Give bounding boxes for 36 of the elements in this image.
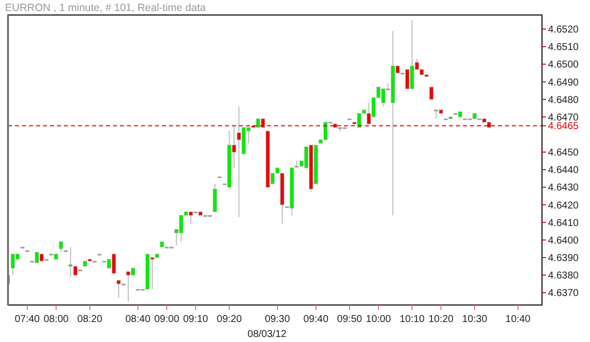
x-tick-label: 08:20 <box>77 314 103 325</box>
x-tick-label: 10:00 <box>366 314 392 325</box>
y-tick-label: 4.6470 <box>548 112 580 124</box>
y-tick-label: 4.6420 <box>548 200 580 212</box>
y-tick-label: 4.6450 <box>548 148 580 159</box>
x-tick-label: 09:30 <box>264 314 290 325</box>
y-tick-label: 4.6490 <box>548 77 580 88</box>
x-tick-label: 10:10 <box>400 314 426 325</box>
x-tick-label: 09:20 <box>216 314 242 325</box>
x-tick-label: 08:00 <box>44 314 70 325</box>
y-tick-label: 4.6500 <box>548 60 580 71</box>
x-axis-title: 08/03/12 <box>248 329 287 340</box>
y-tick-label: 4.6430 <box>548 182 580 194</box>
chart-title: EURRON , 1 minute, # 101, Real-time data <box>5 2 206 14</box>
candlestick <box>212 183 217 212</box>
y-tick-label: 4.6380 <box>548 270 580 282</box>
x-tick-label: 09:10 <box>183 314 209 325</box>
y-tick-label: 4.6410 <box>548 218 580 229</box>
y-tick-label: 4.6400 <box>548 235 580 246</box>
x-tick-label: 10:40 <box>505 314 531 325</box>
y-tick-label: 4.6370 <box>548 288 580 300</box>
ref-line-label: 4.6465 <box>548 121 580 132</box>
x-tick-label: 10:20 <box>428 314 454 325</box>
y-tick-label: 4.6440 <box>548 165 580 176</box>
x-tick-label: 09:40 <box>303 314 329 325</box>
x-tick-label: 07:40 <box>14 314 40 325</box>
x-tick-label: 09:50 <box>337 314 363 325</box>
candlestick <box>429 86 434 100</box>
y-tick-label: 4.6480 <box>548 94 580 106</box>
y-tick-label: 4.6510 <box>548 42 580 54</box>
x-tick-label: 10:30 <box>462 314 488 325</box>
y-tick-label: 4.6520 <box>548 24 580 36</box>
y-tick-label: 4.6390 <box>548 253 580 264</box>
x-tick-label: 08:40 <box>125 314 151 325</box>
candlestick <box>58 241 63 253</box>
x-tick-label: 09:00 <box>154 314 180 325</box>
